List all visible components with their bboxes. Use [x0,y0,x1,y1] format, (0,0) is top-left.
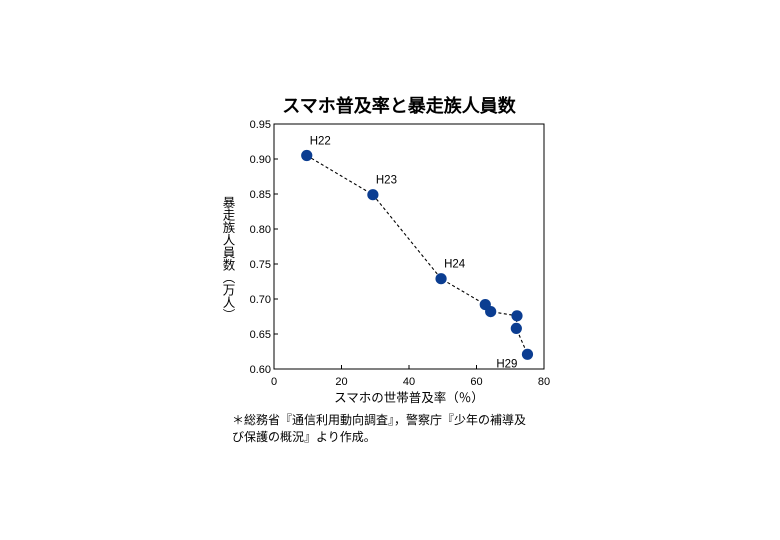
y-tick-label: 0.70 [250,294,271,306]
data-point [435,273,447,285]
x-axis: 0 20 40 60 80 [271,365,550,388]
y-tick-label: 0.65 [250,329,271,341]
data-point [485,306,497,318]
y-tick-label: 0.85 [250,189,271,201]
y-axis-label: 暴走族人員数（万人） [221,196,236,321]
plot-frame [273,123,545,370]
data-point [510,322,522,334]
y-tick-label: 0.95 [250,119,271,131]
data-point [367,189,379,201]
x-tick-label: 60 [470,376,482,388]
point-label: H22 [310,136,331,148]
y-tick-label: 0.60 [250,364,271,376]
y-tick-label: 0.90 [250,154,271,166]
point-labels: H22 H23 H24 H29 [310,136,518,371]
data-point [521,348,534,360]
point-label: H29 [496,358,517,370]
x-tick-label: 20 [335,376,347,388]
data-point [511,310,523,322]
point-label: H24 [444,259,466,271]
chart-title: スマホ普及率と暴走族人員数 [282,95,516,117]
y-tick-label: 0.80 [250,224,271,236]
source-note: ＊総務省『通信利用動向調査』，警察庁『少年の補導及 び保護の概況』より作成。 [232,413,527,444]
y-tick-label: 0.75 [250,259,271,271]
x-axis-label: スマホの世帯普及率（％） [334,390,484,405]
point-label: H23 [376,175,397,187]
data-points [301,149,534,360]
x-tick-label: 40 [403,376,415,388]
y-axis: 0.60 0.65 0.70 0.75 0.80 0.85 0.90 0.95 [250,119,278,376]
series-line [306,155,529,355]
data-point [301,149,313,162]
x-tick-label: 80 [538,376,550,388]
x-tick-label: 0 [271,376,277,388]
